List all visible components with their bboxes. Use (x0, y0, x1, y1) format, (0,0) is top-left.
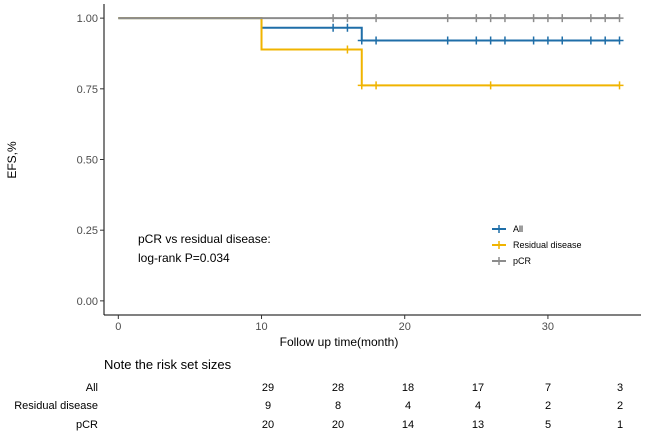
x-tick-label: 0 (115, 321, 121, 333)
censor-mark-all (601, 36, 610, 45)
censor-mark-pcr (372, 14, 381, 23)
censor-mark-pcr (558, 14, 567, 23)
risk-value: 13 (472, 419, 484, 431)
risk-value: 8 (335, 400, 341, 412)
y-tick-label: 0.25 (77, 225, 98, 237)
legend-label-all: All (513, 224, 523, 234)
censor-mark-all (472, 36, 481, 45)
x-tick-label: 30 (542, 321, 554, 333)
risk-row-label-pcr: pCR (76, 419, 98, 431)
censor-mark-residual-disease (486, 81, 495, 90)
censor-mark-pcr (543, 14, 552, 23)
risk-value: 17 (472, 382, 484, 394)
legend: All Residual disease pCR (492, 224, 582, 266)
censor-mark-pcr (601, 14, 610, 23)
censor-mark-residual-disease (615, 81, 624, 90)
risk-value: 1 (617, 419, 623, 431)
risk-value: 20 (262, 419, 274, 431)
censor-mark-pcr (343, 14, 352, 23)
censor-mark-pcr (529, 14, 538, 23)
censor-mark-pcr (586, 14, 595, 23)
risk-value: 9 (265, 400, 271, 412)
censor-mark-all (343, 23, 352, 32)
x-axis-title: Follow up time(month) (280, 335, 399, 349)
legend-label-residual-disease: Residual disease (513, 240, 582, 250)
risk-value: 2 (617, 400, 623, 412)
censor-mark-residual-disease (343, 45, 352, 54)
censor-mark-pcr (329, 14, 338, 23)
curve-residual-disease (118, 17, 620, 87)
censor-mark-pcr (500, 14, 509, 23)
annotation-line-2: log-rank P=0.034 (138, 251, 230, 265)
censor-mark-pcr (615, 14, 624, 23)
risk-value: 14 (402, 419, 414, 431)
censor-mark-all (615, 36, 624, 45)
censor-mark-all (558, 36, 567, 45)
risk-value: 2 (545, 400, 551, 412)
censor-mark-all (500, 36, 509, 45)
legend-label-pcr: pCR (513, 256, 532, 266)
risk-value: 20 (332, 419, 344, 431)
annotation-line-1: pCR vs residual disease: (138, 232, 271, 246)
y-tick-label: 0.75 (77, 84, 98, 96)
censor-mark-residual-disease (357, 81, 366, 90)
y-axis-title: EFS,% (5, 141, 19, 179)
censor-mark-residual-disease (372, 81, 381, 90)
risk-value: 4 (405, 400, 411, 412)
curve-all (118, 17, 620, 42)
x-tick-label: 10 (255, 321, 267, 333)
censor-mark-all (329, 23, 338, 32)
legend-key-mark-pcr (495, 257, 503, 265)
censor-mark-all (529, 36, 538, 45)
risk-value: 18 (402, 382, 414, 394)
risk-row-label-residual-disease: Residual disease (14, 400, 98, 412)
curves (118, 14, 624, 90)
censor-mark-all (443, 36, 452, 45)
risk-value: 28 (332, 382, 344, 394)
censor-mark-all (357, 36, 366, 45)
censor-mark-pcr (486, 14, 495, 23)
y-tick-label: 1.00 (77, 13, 98, 25)
axes: 0.00 0.25 0.50 0.75 1.00 0 10 20 30 (77, 4, 641, 333)
censor-mark-all (586, 36, 595, 45)
y-tick-label: 0.00 (77, 296, 98, 308)
risk-value: 29 (262, 382, 274, 394)
censor-mark-pcr (443, 14, 452, 23)
y-tick-label: 0.50 (77, 155, 98, 167)
censor-mark-all (543, 36, 552, 45)
risk-table-title: Note the risk set sizes (104, 357, 232, 372)
censor-mark-all (372, 36, 381, 45)
risk-value: 4 (475, 400, 481, 412)
x-tick-label: 20 (399, 321, 411, 333)
censor-mark-pcr (472, 14, 481, 23)
risk-value: 5 (545, 419, 551, 431)
risk-table: All 29 28 18 17 7 3 Residual disease 9 8 4 4 2 2 pCR 20… (14, 382, 623, 431)
risk-row-label-all: All (86, 382, 98, 394)
censor-mark-all (486, 36, 495, 45)
legend-key-mark-residual-disease (495, 241, 503, 249)
risk-value: 3 (617, 382, 623, 394)
risk-value: 7 (545, 382, 551, 394)
legend-key-mark-all (495, 225, 503, 233)
